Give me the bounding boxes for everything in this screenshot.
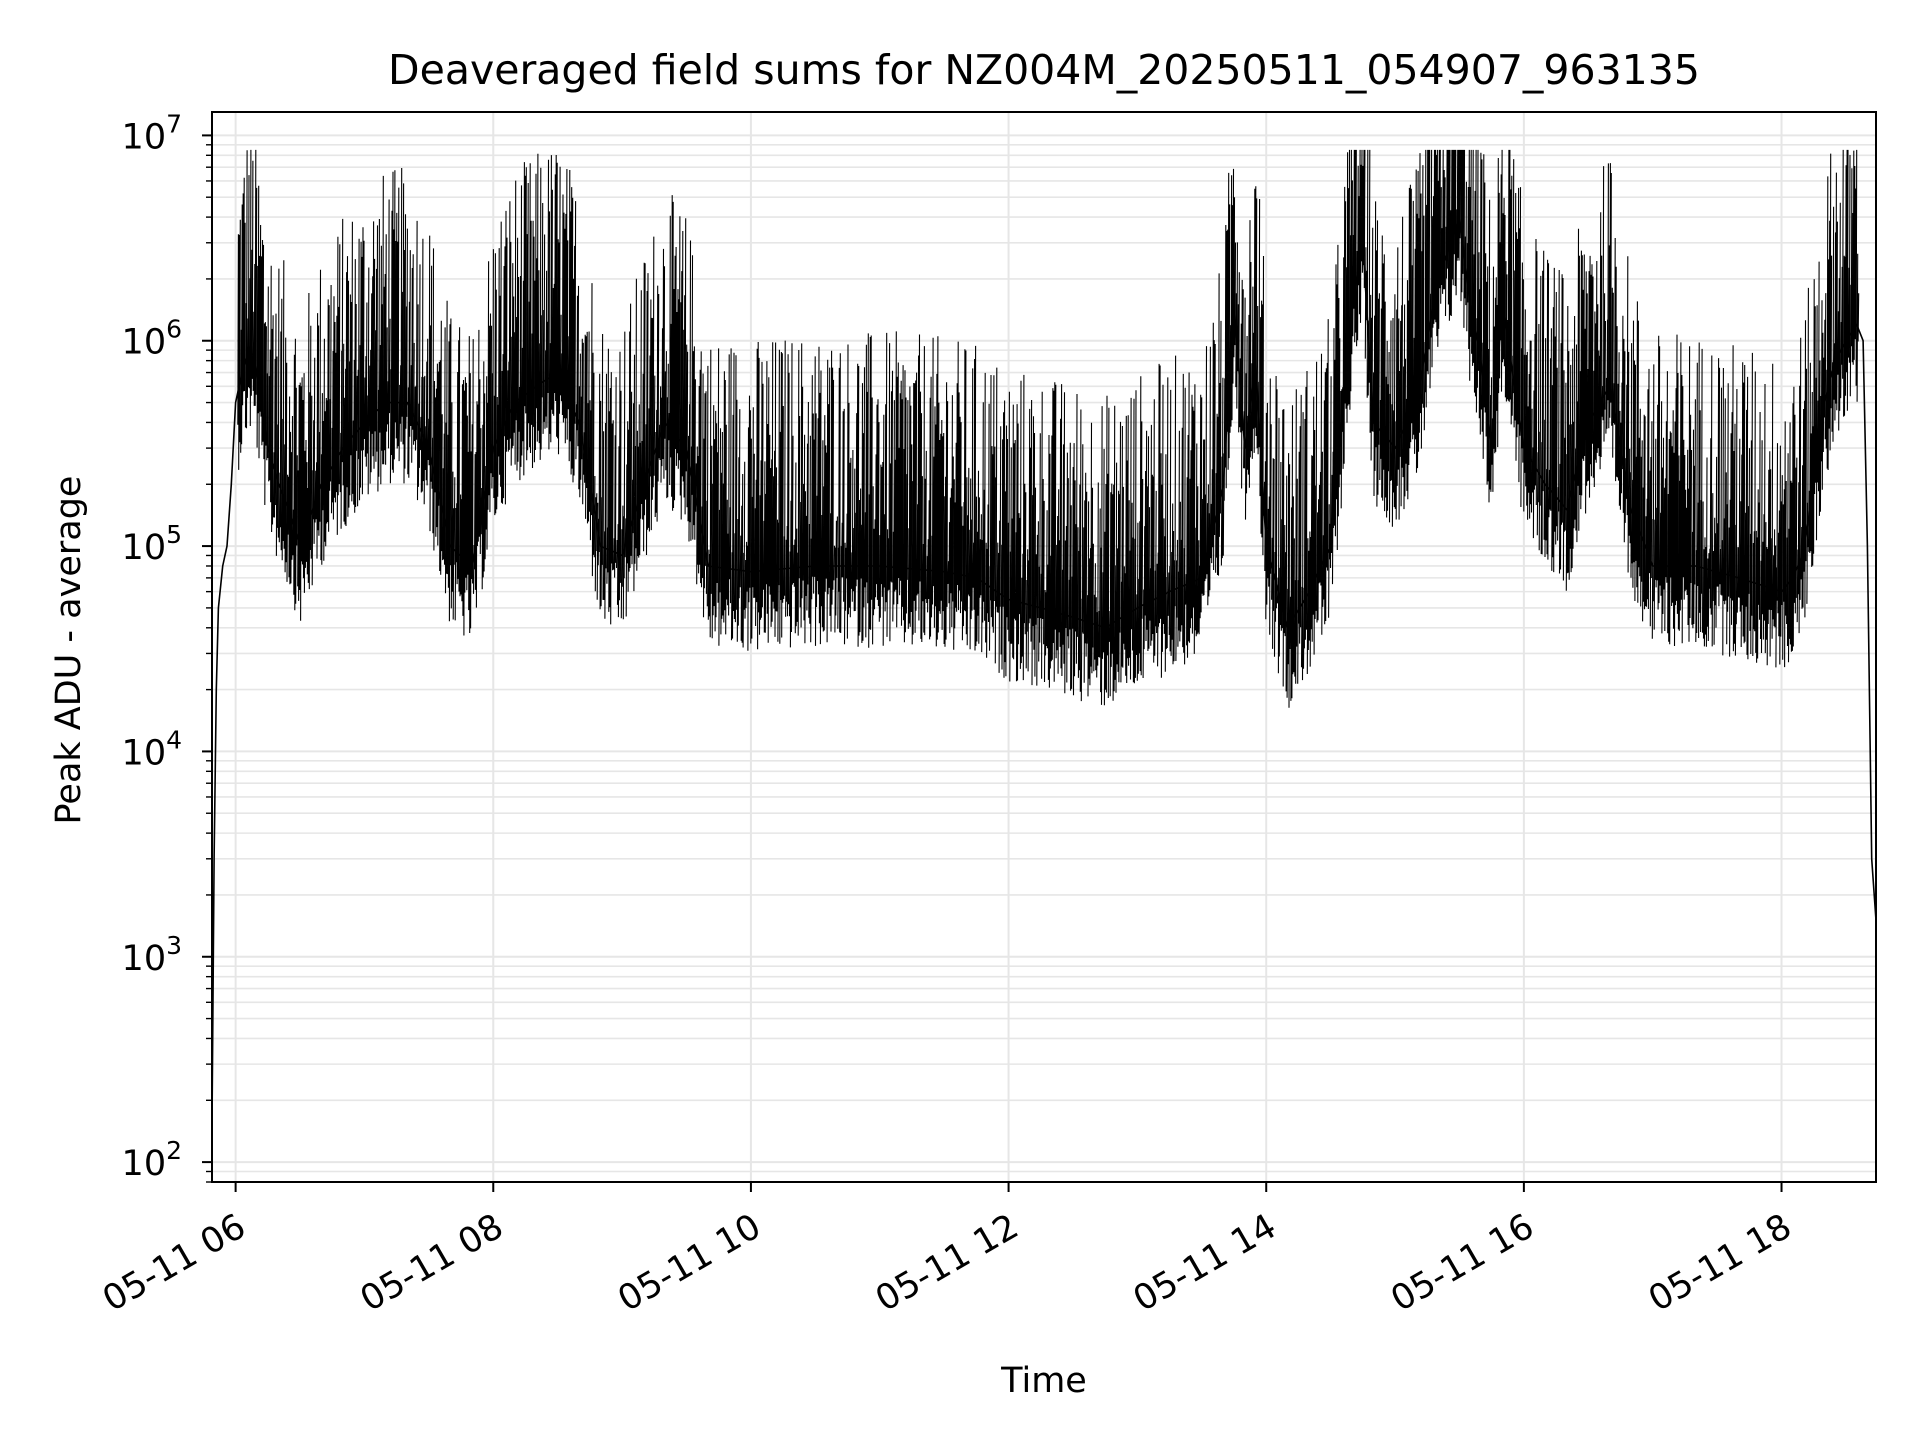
y-tick-base: 10 [122, 528, 167, 568]
x-tick-label: 05-11 06 [96, 1207, 252, 1320]
y-tick-exponent: 5 [166, 520, 182, 549]
y-tick-base: 10 [122, 733, 167, 773]
y-tick-base: 10 [122, 939, 167, 979]
y-tick-base: 10 [122, 323, 167, 363]
x-tick-label: 05-11 08 [354, 1207, 510, 1320]
y-tick-exponent: 4 [166, 725, 182, 754]
x-tick-label: 05-11 14 [1127, 1207, 1283, 1320]
y-tick-exponent: 7 [166, 109, 182, 138]
y-tick-exponent: 3 [166, 931, 182, 960]
grid [212, 112, 1876, 1183]
y-tick-exponent: 6 [166, 315, 182, 344]
x-axis-label: Time [1000, 1361, 1087, 1401]
series-line [211, 216, 1877, 1126]
y-tick-label: 102 [122, 1136, 182, 1184]
x-tick-label: 05-11 16 [1384, 1207, 1540, 1320]
chart-title: Deaveraged field sums for NZ004M_2025051… [388, 46, 1700, 94]
x-tick-label: 05-11 12 [869, 1207, 1025, 1320]
y-axis-label: Peak ADU - average [49, 476, 89, 825]
y-tick-exponent: 2 [166, 1136, 182, 1165]
x-tick-label: 05-11 10 [612, 1207, 768, 1320]
series-noise [237, 149, 1860, 708]
y-tick-base: 10 [122, 117, 167, 157]
x-tick-label: 05-11 18 [1642, 1207, 1798, 1320]
y-tick-label: 105 [122, 520, 182, 568]
y-tick-label: 106 [122, 315, 182, 363]
y-tick-label: 104 [122, 725, 182, 773]
y-tick-label: 107 [122, 109, 182, 157]
series-layer [211, 149, 1877, 1126]
y-tick-label: 103 [122, 931, 182, 979]
y-tick-base: 10 [122, 1144, 167, 1184]
plot-frame [211, 111, 1877, 1183]
